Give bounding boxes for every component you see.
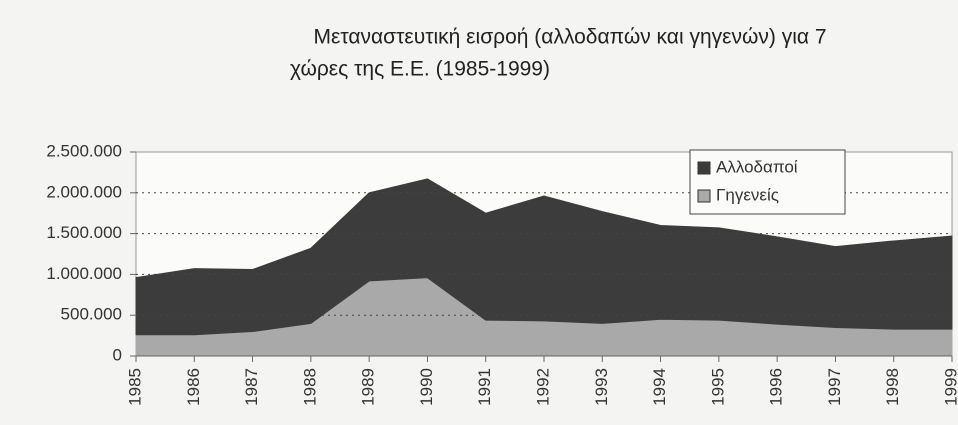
x-tick-label: 1993 (592, 368, 611, 406)
x-tick-label: 1996 (767, 368, 786, 406)
legend-swatch (697, 161, 711, 175)
legend-label: Αλλοδαποί (716, 157, 798, 176)
x-tick-label: 1986 (184, 368, 203, 406)
area (135, 178, 953, 336)
legend-swatch (697, 189, 711, 203)
y-tick-label: 2.500.000 (46, 141, 122, 160)
chart-title: χώρες της Ε.Ε. (1985-1999) (290, 58, 550, 81)
x-tick-label: 1987 (242, 368, 261, 406)
x-tick-label: 1985 (125, 368, 144, 406)
chart-title: Μεταναστευτική εισροή (αλλοδαπών και γηγ… (313, 26, 826, 49)
x-tick-label: 1994 (650, 368, 669, 406)
legend-box (689, 149, 846, 215)
x-tick-label: 1988 (300, 368, 319, 406)
y-tick-label: 500.000 (61, 305, 122, 324)
y-tick-label: 2.000.000 (46, 182, 122, 201)
y-tick-label: 0 (113, 345, 122, 364)
x-tick-label: 1991 (475, 368, 494, 406)
x-tick-label: 1990 (417, 368, 436, 406)
legend-label: Γηγενείς (716, 185, 779, 204)
x-tick-label: 1998 (883, 368, 902, 406)
y-tick-label: 1.000.000 (46, 264, 122, 283)
y-tick-label: 1.500.000 (46, 223, 122, 242)
x-tick-label: 1997 (825, 368, 844, 406)
x-tick-label: 1989 (359, 368, 378, 406)
x-tick-label: 1992 (533, 368, 552, 406)
x-tick-label: 1995 (708, 368, 727, 406)
x-tick-label: 1999 (941, 368, 958, 406)
